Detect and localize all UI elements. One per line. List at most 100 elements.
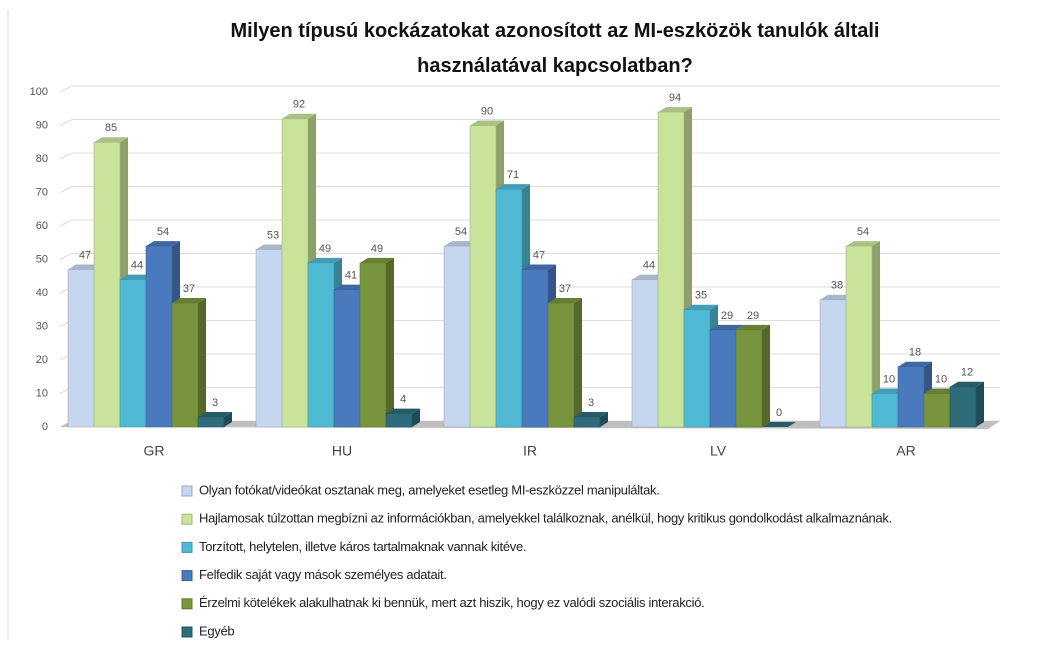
bar-top [308,257,342,263]
bar [119,279,147,428]
data-label: 35 [695,290,707,302]
data-label: 29 [747,310,759,322]
data-label: 29 [721,310,733,322]
legend-swatch [181,626,193,638]
bar-top [172,298,206,304]
data-label: 12 [961,367,973,379]
y-tick-label: 50 [36,253,48,265]
x-tick-label: LV [710,443,727,459]
data-label: 47 [79,249,91,261]
y-tick-label: 30 [36,320,48,332]
grid-line-side [59,186,73,193]
bar-side [574,298,582,427]
legend-swatch [181,485,193,497]
bar-side [872,241,880,427]
bar-top [736,324,770,330]
bar [683,309,711,428]
data-label: 4 [400,394,406,406]
y-tick-label: 20 [36,354,48,366]
bar-top [334,284,368,290]
legend-label: Érzelmi kötelékek alakulhatnak ki bennük… [199,595,704,610]
bar-top [386,408,420,414]
data-label: 85 [105,122,117,134]
bar-top [762,422,796,427]
bar [845,245,873,428]
y-tick-label: 10 [36,387,48,399]
legend-swatch [181,541,193,553]
bar [281,118,309,428]
bar-top [146,241,180,247]
x-tick-label: AR [896,443,915,459]
data-label: 49 [371,243,383,255]
legend-label: Egyéb [199,623,234,638]
data-label: 3 [212,397,218,409]
bar-top [198,411,232,417]
bar [631,279,659,428]
data-label: 10 [935,373,947,385]
bar-top [898,361,932,367]
x-tick-label: GR [144,443,165,459]
x-tick-label: HU [332,443,352,459]
bar-top [94,137,128,143]
bar [197,416,225,428]
bar [443,245,471,428]
bar [495,188,523,428]
chart-title: Milyen típusú kockázatokat azonosított a… [230,20,880,77]
bar [819,299,847,428]
bar [547,302,575,428]
bar-side [762,324,770,427]
data-label: 44 [131,260,143,272]
bar-top [120,274,154,280]
data-label: 94 [669,92,681,104]
data-label: 49 [319,243,331,255]
bar-top [632,274,666,280]
legend-swatch [181,598,193,610]
bar-top [522,264,556,270]
y-tick-label: 40 [36,287,48,299]
bar-top [548,298,582,304]
bar-top [496,184,530,190]
bar-top [658,107,692,113]
bar [255,249,283,428]
bar-top [470,120,504,126]
bar [949,386,977,428]
bar [171,302,199,428]
bar-top [360,257,394,263]
grid-line-side [59,119,73,126]
data-label: 47 [533,249,545,261]
grid-line-side [59,219,73,227]
bar-top [256,244,290,250]
data-label: 54 [157,226,169,238]
data-label: 54 [455,226,467,238]
bar-top [924,388,958,394]
data-label: 41 [345,270,357,282]
data-label: 0 [776,407,782,419]
bar-top [282,113,316,119]
data-label: 92 [293,99,305,111]
data-label: 53 [267,229,279,241]
bar [145,245,173,428]
data-label: 3 [588,397,594,409]
bar-top [444,241,478,247]
bar-top [950,381,984,387]
bar-top [846,241,880,247]
y-tick-label: 70 [36,186,48,198]
data-label: 54 [857,226,869,238]
grid-line-side [59,85,73,93]
bar-side [412,408,420,427]
bar [67,269,95,428]
data-label: 90 [481,105,493,117]
data-label: 10 [883,373,895,385]
bar-top [872,388,906,394]
y-tick-label: 0 [42,421,48,433]
data-label: 38 [831,280,843,292]
data-label: 18 [909,347,921,359]
bar-side [198,298,206,427]
y-tick-label: 90 [36,119,48,131]
bar [923,393,951,428]
legend-label: Hajlamosak túlzottan megbízni az informá… [199,511,892,526]
bar [359,262,387,428]
bar [657,111,685,428]
grid-line-side [59,253,73,260]
